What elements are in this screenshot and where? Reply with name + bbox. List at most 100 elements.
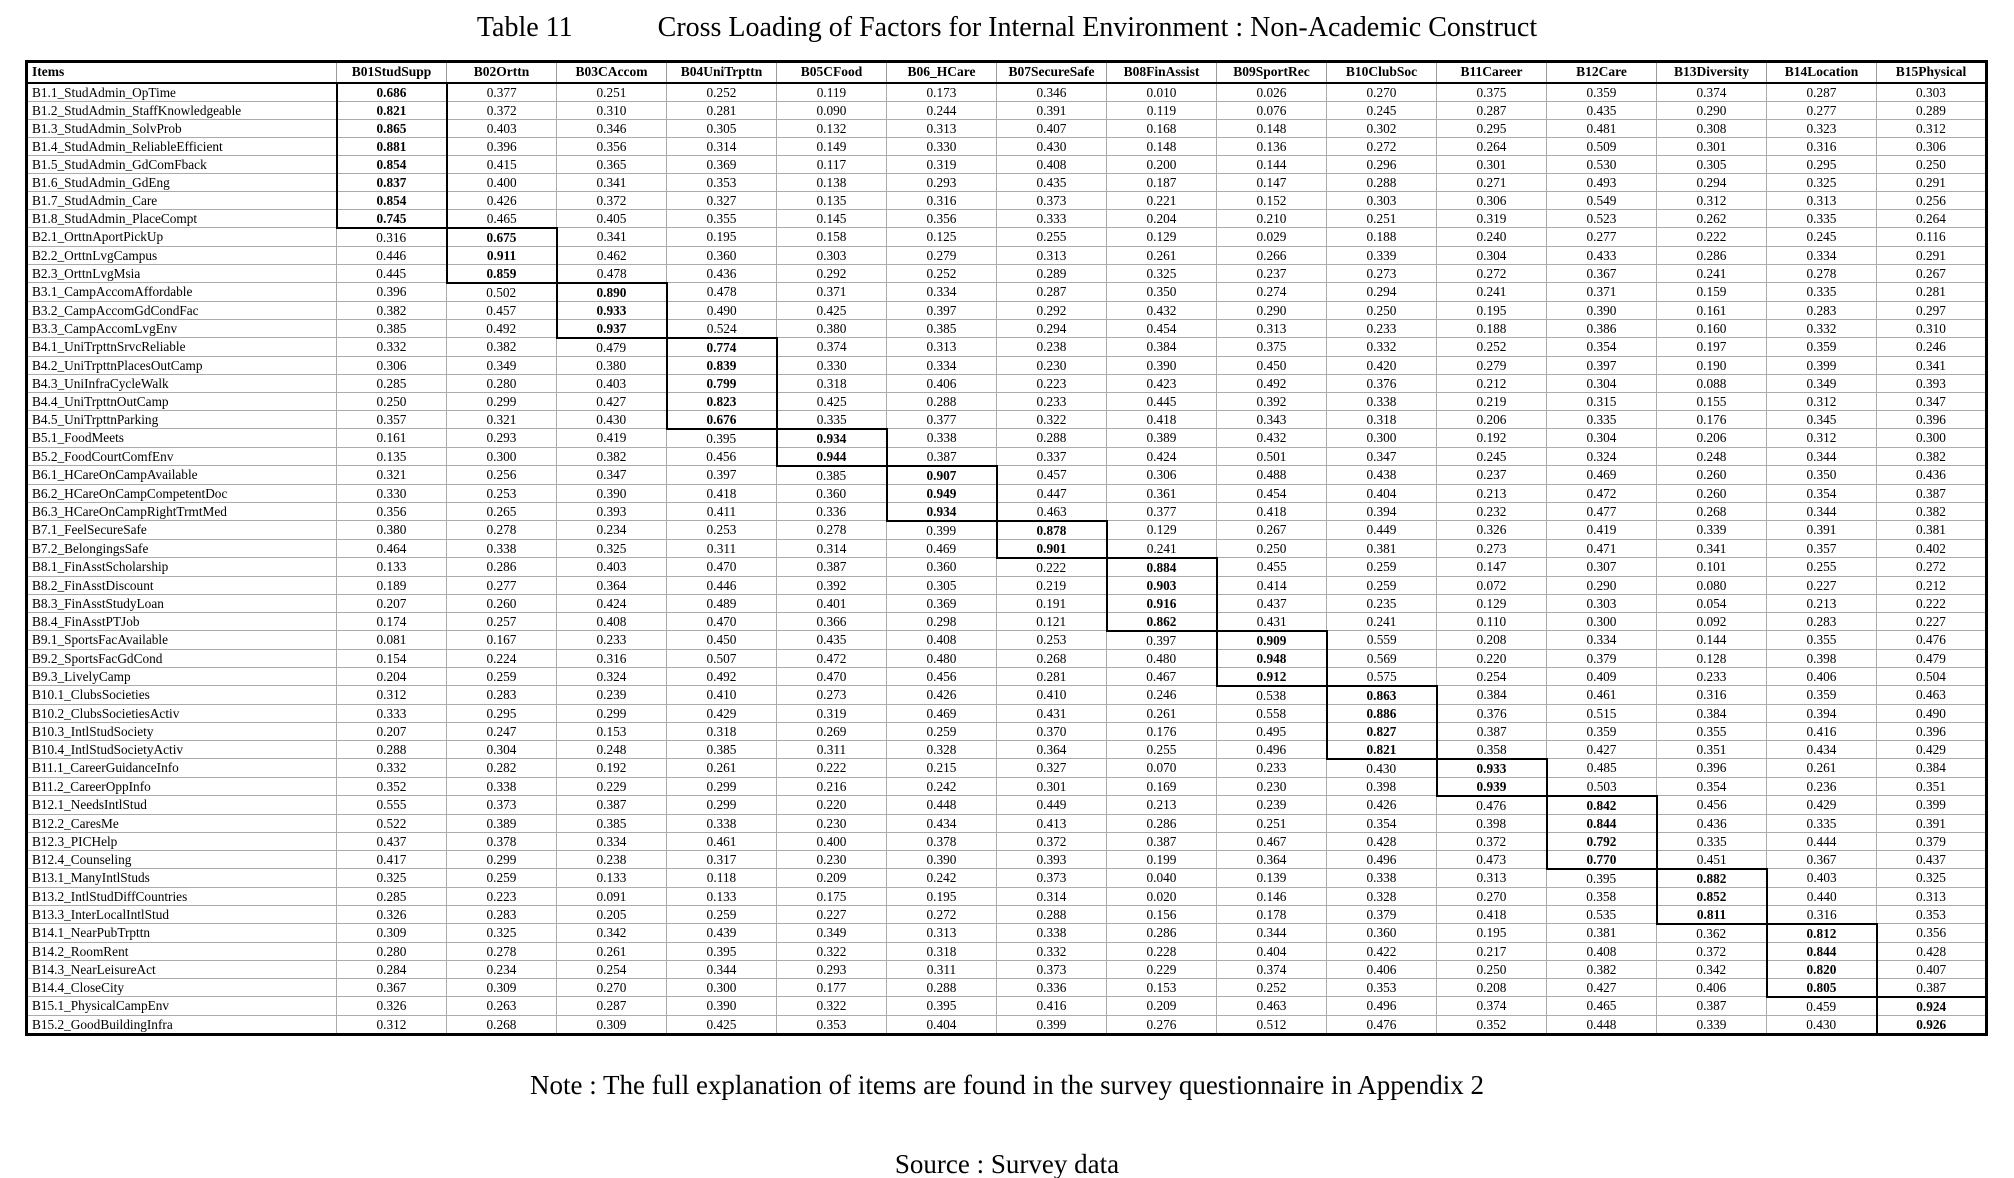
cross-loading-cell: 0.177 [776, 977, 887, 998]
own-loading-cell: 0.863 [1325, 684, 1438, 705]
cross-loading-cell: 0.246 [1876, 337, 1987, 357]
own-loading-cell: 0.859 [445, 263, 558, 284]
item-label-cell: B4.5_UniTrpttnParking [26, 409, 337, 430]
cross-loading-cell: 0.152 [1216, 190, 1327, 210]
item-label-cell: B14.3_NearLeisureAct [26, 959, 337, 979]
cross-loading-cell: 0.345 [1766, 409, 1877, 430]
cross-loading-cell: 0.418 [666, 483, 777, 503]
cross-loading-cell: 0.492 [446, 318, 557, 339]
cross-loading-cell: 0.233 [1326, 318, 1437, 339]
cross-loading-cell: 0.313 [886, 337, 997, 357]
item-label-cell: B5.1_FoodMeets [26, 428, 337, 448]
cross-loading-cell: 0.429 [1766, 795, 1877, 815]
cross-loading-cell: 0.380 [776, 318, 887, 339]
cross-loading-cell: 0.323 [1766, 118, 1877, 138]
item-label-cell: B9.3_LivelyCamp [26, 666, 337, 687]
cross-loading-cell: 0.222 [996, 557, 1107, 577]
cross-loading-cell: 0.434 [1766, 739, 1877, 760]
cross-loading-cell: 0.367 [1766, 849, 1877, 870]
cross-loading-cell: 0.116 [1876, 227, 1987, 247]
cross-loading-cell: 0.306 [1106, 465, 1217, 485]
cross-loading-cell: 0.463 [1876, 685, 1987, 705]
cross-loading-cell: 0.349 [446, 355, 557, 375]
cross-loading-cell: 0.325 [556, 538, 667, 559]
own-loading-cell: 0.821 [335, 100, 448, 120]
own-loading-cell: 0.811 [1655, 904, 1768, 925]
cross-loading-cell: 0.259 [446, 666, 557, 687]
cross-loading-cell: 0.439 [666, 923, 777, 943]
cross-loading-cell: 0.244 [886, 100, 997, 120]
cross-loading-cell: 0.091 [556, 886, 667, 906]
cross-loading-cell: 0.314 [776, 538, 887, 559]
cross-loading-cell: 0.493 [1546, 172, 1657, 192]
cross-loading-cell: 0.342 [1656, 959, 1767, 979]
table-row: B1.8_StudAdmin_PlaceCompt 0.745 0.465 0.405… [26, 208, 1987, 229]
cross-loading-cell: 0.144 [1656, 630, 1767, 650]
cross-loading-cell: 0.160 [1656, 318, 1767, 339]
item-label-cell: B5.2_FoodCourtComfEnv [26, 446, 337, 467]
cross-loading-cell: 0.303 [776, 245, 887, 265]
cross-loading-cell: 0.221 [1106, 190, 1217, 210]
cross-loading-cell: 0.247 [446, 721, 557, 741]
cross-loading-cell: 0.328 [1326, 886, 1437, 906]
own-loading-cell: 0.926 [1875, 1014, 1988, 1036]
cross-loading-cell: 0.253 [446, 483, 557, 503]
cross-loading-cell: 0.187 [1106, 172, 1217, 192]
cross-loading-cell: 0.481 [1546, 118, 1657, 138]
cross-loading-cell: 0.326 [336, 904, 447, 925]
cross-loading-cell: 0.305 [666, 118, 777, 138]
cross-loading-cell: 0.404 [1326, 483, 1437, 503]
own-loading-cell: 0.805 [1765, 977, 1878, 998]
cross-loading-cell: 0.449 [996, 795, 1107, 815]
cross-loading-cell: 0.147 [1216, 172, 1327, 192]
item-label-cell: B14.4_CloseCity [26, 977, 337, 998]
cross-loading-cell: 0.259 [1326, 575, 1437, 595]
cross-loading-cell: 0.437 [336, 831, 447, 851]
cross-loading-cell: 0.435 [1546, 100, 1657, 120]
cross-loading-cell: 0.476 [1876, 630, 1987, 650]
cross-loading-cell: 0.272 [1436, 263, 1547, 284]
own-loading-cell: 0.770 [1545, 849, 1658, 870]
cross-loading-cell: 0.229 [1106, 959, 1217, 979]
cross-loading-cell: 0.504 [1876, 666, 1987, 687]
cross-loading-cell: 0.176 [1106, 721, 1217, 741]
cross-loading-cell: 0.274 [1216, 282, 1327, 302]
cross-loading-cell: 0.293 [886, 172, 997, 192]
cross-loading-cell: 0.252 [886, 263, 997, 284]
cross-loading-cell: 0.295 [446, 703, 557, 723]
own-loading-cell: 0.844 [1545, 813, 1658, 833]
own-loading-cell: 0.884 [1105, 556, 1218, 577]
cross-loading-cell: 0.272 [886, 904, 997, 925]
cross-loading-cell: 0.301 [1436, 154, 1547, 174]
table-row: B15.2_GoodBuildingInfra 0.312 0.268 0.309 0.… [26, 1014, 1988, 1036]
cross-loading-cell: 0.405 [556, 208, 667, 229]
cross-loading-cell: 0.254 [1436, 666, 1547, 687]
cross-loading-cell: 0.289 [1876, 100, 1987, 120]
cross-loading-cell: 0.530 [1546, 154, 1657, 174]
table-row: B12.1_NeedsIntlStud 0.555 0.373 0.387 0.299 0… [26, 794, 1987, 815]
cross-loading-cell: 0.397 [1106, 630, 1217, 650]
cross-loading-cell: 0.330 [336, 483, 447, 503]
item-label-cell: B2.3_OrttnLvgMsia [26, 263, 337, 284]
cross-loading-cell: 0.332 [336, 337, 447, 357]
cross-loading-cell: 0.213 [1766, 593, 1877, 613]
cross-loading-cell: 0.020 [1106, 886, 1217, 906]
cross-loading-cell: 0.424 [1106, 446, 1217, 467]
cross-loading-cell: 0.161 [1656, 300, 1767, 320]
cross-loading-cell: 0.133 [336, 557, 447, 577]
cross-loading-cell: 0.436 [1876, 465, 1987, 485]
table-row: B13.1_ManyIntlStuds 0.325 0.259 0.133 0.118 0… [26, 867, 1987, 888]
cross-loading-cell: 0.374 [1216, 959, 1327, 979]
cross-loading-cell: 0.472 [1546, 483, 1657, 503]
cross-loading-cell: 0.148 [1106, 136, 1217, 156]
cross-loading-cell: 0.549 [1546, 190, 1657, 210]
table-row: B12.4_Counseling 0.417 0.299 0.238 0.317 0.23… [26, 849, 1987, 870]
table-row: B4.1_UniTrpttnSrvcReliable 0.332 0.382 0.47… [26, 336, 1987, 357]
cross-loading-cell: 0.335 [1766, 208, 1877, 229]
cross-loading-cell: 0.492 [1216, 373, 1327, 393]
cross-loading-cell: 0.423 [1106, 373, 1217, 393]
factor-column-header: B15Physical [1876, 60, 1987, 84]
cross-loading-cell: 0.146 [1216, 886, 1327, 906]
cross-loading-cell: 0.207 [336, 593, 447, 613]
